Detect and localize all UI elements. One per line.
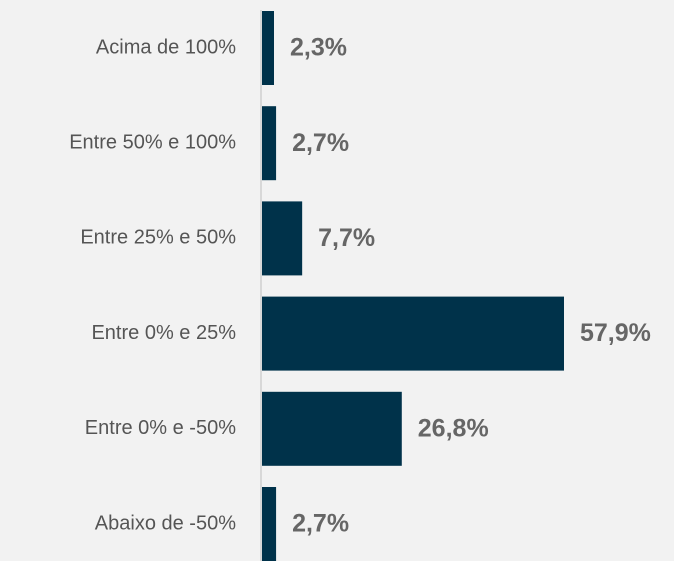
- bar: [262, 391, 402, 466]
- bar: [262, 296, 564, 371]
- value-label: 2,7%: [292, 510, 349, 538]
- bar: [262, 487, 277, 561]
- category-label: Entre 0% e -50%: [85, 417, 236, 439]
- category-label: Abaixo de -50%: [95, 512, 236, 534]
- value-label: 26,8%: [418, 414, 489, 442]
- category-label: Entre 0% e 25%: [91, 322, 236, 344]
- category-label: Entre 25% e 50%: [80, 227, 236, 249]
- category-label: Acima de 100%: [96, 36, 236, 58]
- bar: [262, 201, 303, 276]
- value-label: 2,3%: [290, 34, 347, 62]
- bar: [262, 106, 277, 181]
- category-label: Entre 50% e 100%: [69, 131, 236, 153]
- value-label: 2,7%: [292, 129, 349, 157]
- value-label: 57,9%: [580, 319, 651, 347]
- bar: [262, 11, 274, 85]
- value-label: 7,7%: [318, 224, 375, 252]
